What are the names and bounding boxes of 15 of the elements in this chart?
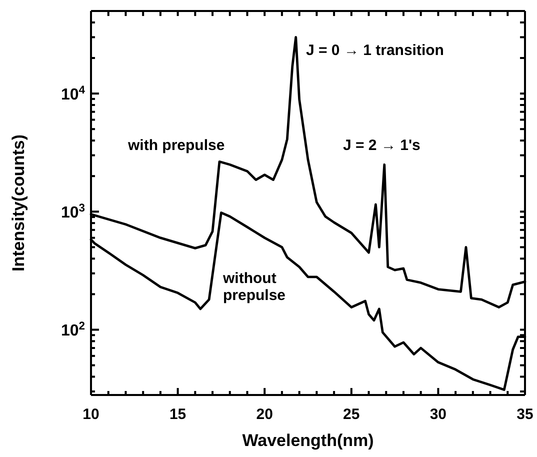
x-tick-label: 15 xyxy=(169,406,186,423)
series-label: with prepulse xyxy=(127,137,225,154)
y-tick-label: 10$^{2}$ xyxy=(60,320,85,340)
y-axis-title: Intensity(counts) xyxy=(9,134,28,272)
annotation: J = 2 → 1's xyxy=(343,137,420,154)
x-tick-label: 35 xyxy=(516,406,534,423)
x-tick-label: 10 xyxy=(82,406,100,423)
x-axis-title: Wavelength(nm) xyxy=(242,431,374,450)
y-tick-label: 10$^{4}$ xyxy=(60,84,86,104)
y-tick-label: 10$^{3}$ xyxy=(60,202,85,222)
x-tick-label: 25 xyxy=(343,406,360,423)
x-tick-label: 30 xyxy=(430,406,447,423)
annotation: J = 0 → 1 transition xyxy=(306,42,444,59)
x-tick-label: 20 xyxy=(256,406,273,423)
series-label: without prepulse xyxy=(222,270,286,304)
